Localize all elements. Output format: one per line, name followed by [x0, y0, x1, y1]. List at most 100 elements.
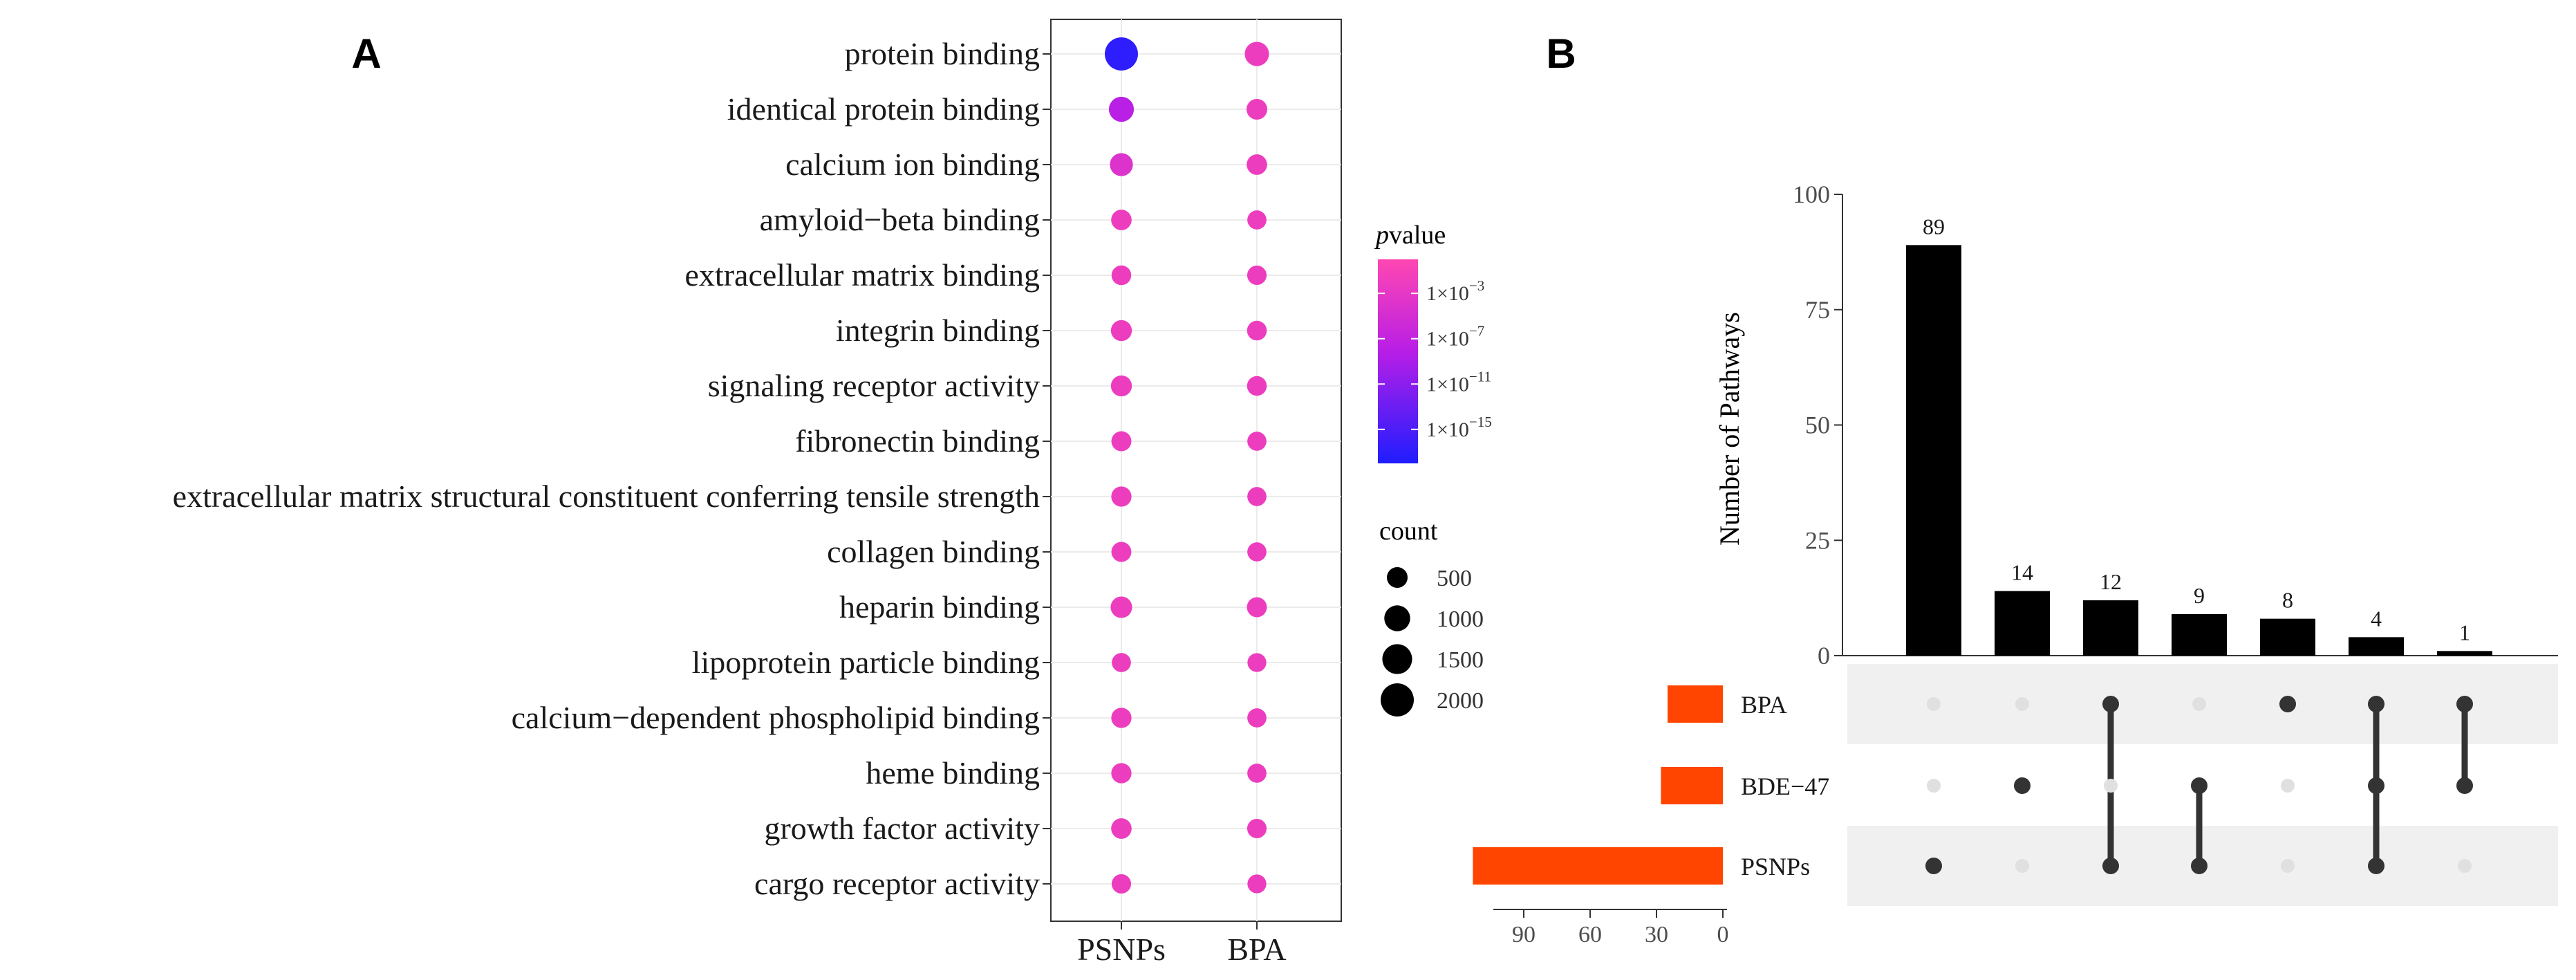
dot-psnps	[1111, 818, 1132, 839]
matrix-dot-inactive	[2192, 697, 2206, 711]
dot-psnps	[1108, 96, 1135, 122]
dot-psnps	[1110, 153, 1133, 176]
set-size-tick-label: 60	[1578, 922, 1602, 947]
pvalue-tick-label: 1×10−7	[1426, 323, 1484, 351]
plot-a-frame	[1050, 19, 1342, 922]
y-tick-label: lipoprotein particle binding	[692, 645, 1040, 680]
matrix-dot-active	[1925, 858, 1942, 874]
intersection-bar	[2083, 600, 2138, 656]
upset-matrix	[1925, 696, 2473, 874]
count-legend-dot	[1384, 605, 1410, 631]
y-tick-label: extracellular matrix structural constitu…	[173, 479, 1040, 514]
matrix-dot-inactive	[2104, 779, 2118, 793]
dot-bpa	[1247, 320, 1267, 341]
dot-bpa	[1247, 210, 1267, 230]
intersection-bar	[2260, 618, 2315, 656]
set-size-bars: BPA BDE−47 PSNPs 90 60 30 0	[1473, 685, 1829, 947]
dot-psnps	[1111, 210, 1132, 230]
pvalue-legend: pvalue 1×10−31×10−71×10−111×10−15	[1374, 221, 1492, 463]
plot-a-x-labels: PSNPs BPA	[1077, 921, 1287, 967]
matrix-dot-inactive	[2015, 859, 2029, 873]
pvalue-legend-title: pvalue	[1374, 221, 1446, 250]
count-legend-dot	[1387, 567, 1408, 588]
dot-bpa	[1247, 542, 1267, 562]
intersection-value-label: 4	[2371, 606, 2382, 631]
matrix-dot-active	[2279, 696, 2296, 712]
matrix-dot-inactive	[2015, 697, 2029, 711]
pvalue-tick-exponent: −15	[1469, 414, 1492, 430]
count-legend-label: 1000	[1437, 607, 1484, 632]
matrix-dot-active	[2368, 777, 2384, 794]
set-size-tick-label: 0	[1717, 922, 1729, 947]
y-tick-label: 100	[1793, 181, 1830, 208]
pvalue-tick-exponent: −7	[1469, 323, 1484, 340]
dot-bpa	[1247, 708, 1267, 728]
pvalue-tick-exponent: −3	[1469, 277, 1484, 294]
count-legend-title: count	[1379, 517, 1438, 546]
y-tick-label: identical protein binding	[727, 91, 1040, 127]
intersection-value-label: 12	[2100, 569, 2122, 594]
matrix-dot-active	[2368, 858, 2384, 874]
pvalue-tick-mantissa: 1×10	[1426, 373, 1469, 396]
dot-psnps	[1111, 265, 1132, 286]
pvalue-tick-mantissa: 1×10	[1426, 418, 1469, 441]
pvalue-tick-label: 1×10−15	[1426, 414, 1492, 441]
dot-bpa	[1247, 432, 1267, 451]
pvalue-tick-exponent: −11	[1469, 368, 1491, 385]
matrix-dot-active	[2102, 696, 2119, 712]
y-tick-label: collagen binding	[827, 534, 1040, 569]
matrix-dot-inactive	[2458, 859, 2472, 873]
matrix-dot-active	[2368, 696, 2384, 712]
dot-bpa	[1247, 99, 1267, 120]
dot-bpa	[1247, 597, 1267, 618]
y-tick-label: 50	[1805, 412, 1830, 439]
pvalue-tick-mantissa: 1×10	[1426, 282, 1469, 305]
set-size-bar	[1473, 847, 1723, 885]
count-legend-dot	[1382, 644, 1412, 674]
matrix-dot-active	[2102, 858, 2119, 874]
count-legend-label: 2000	[1437, 688, 1484, 714]
matrix-dot-active	[2191, 858, 2208, 874]
set-size-bar	[1661, 767, 1723, 804]
dot-psnps	[1105, 37, 1138, 71]
intersection-value-label: 8	[2282, 588, 2293, 613]
matrix-dot-inactive	[2281, 779, 2295, 793]
dot-bpa	[1247, 487, 1267, 506]
intersection-value-label: 9	[2194, 583, 2205, 608]
y-tick-label: growth factor activity	[764, 811, 1040, 846]
dot-psnps	[1110, 375, 1132, 397]
dot-bpa	[1247, 653, 1267, 672]
matrix-dot-inactive	[1927, 697, 1941, 711]
y-tick-label: extracellular matrix binding	[685, 257, 1040, 293]
intersection-value-label: 1	[2459, 620, 2470, 645]
pvalue-tick-label: 1×10−11	[1426, 368, 1491, 396]
set-label: BPA	[1741, 691, 1787, 719]
set-size-tick-label: 90	[1512, 922, 1536, 947]
x-tick-label: PSNPs	[1077, 932, 1166, 967]
dot-bpa	[1247, 764, 1267, 783]
dot-psnps	[1110, 320, 1132, 342]
pvalue-tick-mantissa: 1×10	[1426, 328, 1469, 351]
matrix-dot-active	[2456, 696, 2473, 712]
y-tick-label: calcium ion binding	[785, 147, 1040, 182]
intersection-bar	[2349, 637, 2404, 656]
pvalue-colorbar	[1378, 259, 1418, 463]
count-legend-items: 500 1000 1500 2000	[1381, 566, 1484, 716]
dot-psnps	[1111, 763, 1132, 784]
y-tick-label: amyloid−beta binding	[760, 202, 1040, 237]
intersection-bars: 89 14 12 9 8 4 1	[1906, 214, 2492, 656]
dot-psnps	[1111, 873, 1132, 894]
dot-plot-panel-a: protein binding identical protein binding…	[173, 19, 1342, 967]
y-tick-label: cargo receptor activity	[754, 866, 1040, 901]
matrix-dot-active	[2456, 777, 2473, 794]
intersection-y-axis-label: Number of Pathways	[1714, 312, 1745, 546]
y-tick-label: heparin binding	[839, 589, 1040, 625]
dot-psnps	[1111, 486, 1132, 507]
dot-bpa	[1247, 874, 1267, 894]
pvalue-legend-title-italic: p	[1374, 221, 1389, 250]
dot-psnps	[1111, 708, 1132, 728]
pvalue-legend-title-rest: value	[1389, 221, 1446, 250]
intersection-value-label: 14	[2011, 560, 2033, 585]
y-tick-label: 75	[1805, 296, 1830, 324]
